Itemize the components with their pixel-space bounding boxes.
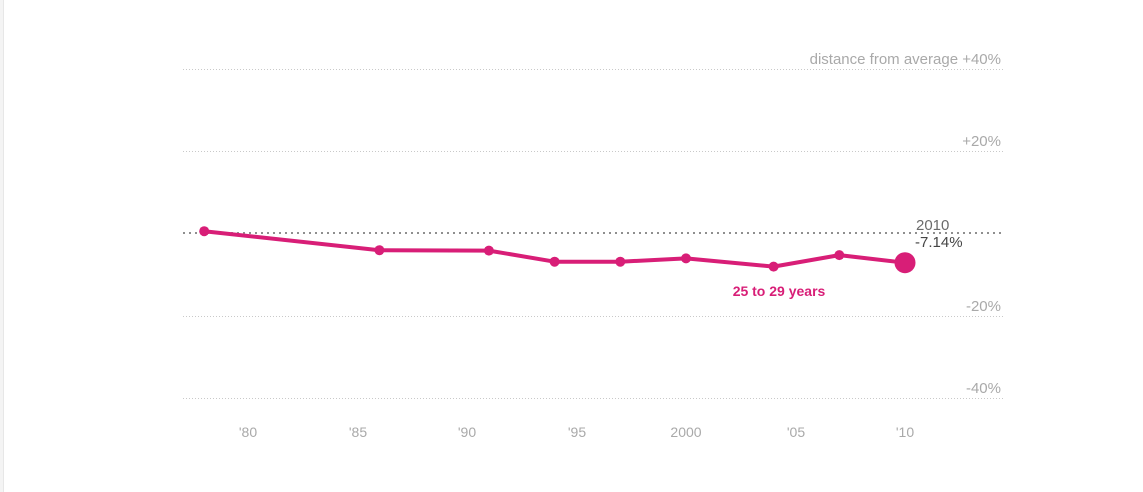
- data-point-highlight-2010[interactable]: [894, 252, 916, 274]
- data-point[interactable]: [199, 226, 210, 237]
- left-edge-strip: [0, 0, 4, 492]
- x-axis-tick-label: '05: [786, 424, 806, 440]
- series-name-label: 25 to 29 years: [732, 283, 826, 299]
- x-axis-tick-label: '95: [567, 424, 587, 440]
- gridline: [183, 316, 1003, 317]
- gridline: [183, 151, 1003, 152]
- x-axis-tick-label: '80: [238, 424, 258, 440]
- gridline-label: distance from average +40%: [809, 51, 1001, 68]
- gridline-label: -40%: [965, 380, 1001, 397]
- data-point[interactable]: [768, 261, 779, 272]
- gridline: [183, 398, 1003, 399]
- data-point[interactable]: [681, 253, 691, 264]
- data-point[interactable]: [374, 245, 385, 256]
- x-axis-tick-label: 2000: [670, 424, 702, 440]
- end-point-value-label: -7.14%: [915, 234, 963, 251]
- end-point-year-label: 2010: [916, 217, 950, 234]
- x-axis-tick-label: '10: [895, 424, 915, 440]
- gridline-label: -20%: [965, 298, 1001, 315]
- data-point[interactable]: [549, 256, 560, 267]
- gridline: [183, 69, 1003, 70]
- gridline-label: +20%: [962, 133, 1001, 150]
- data-point[interactable]: [615, 256, 626, 267]
- data-point[interactable]: [483, 245, 494, 256]
- data-point[interactable]: [834, 250, 845, 261]
- zero-baseline: [183, 232, 1003, 234]
- x-axis-tick-label: '85: [348, 424, 368, 440]
- x-axis-tick-label: '90: [457, 424, 477, 440]
